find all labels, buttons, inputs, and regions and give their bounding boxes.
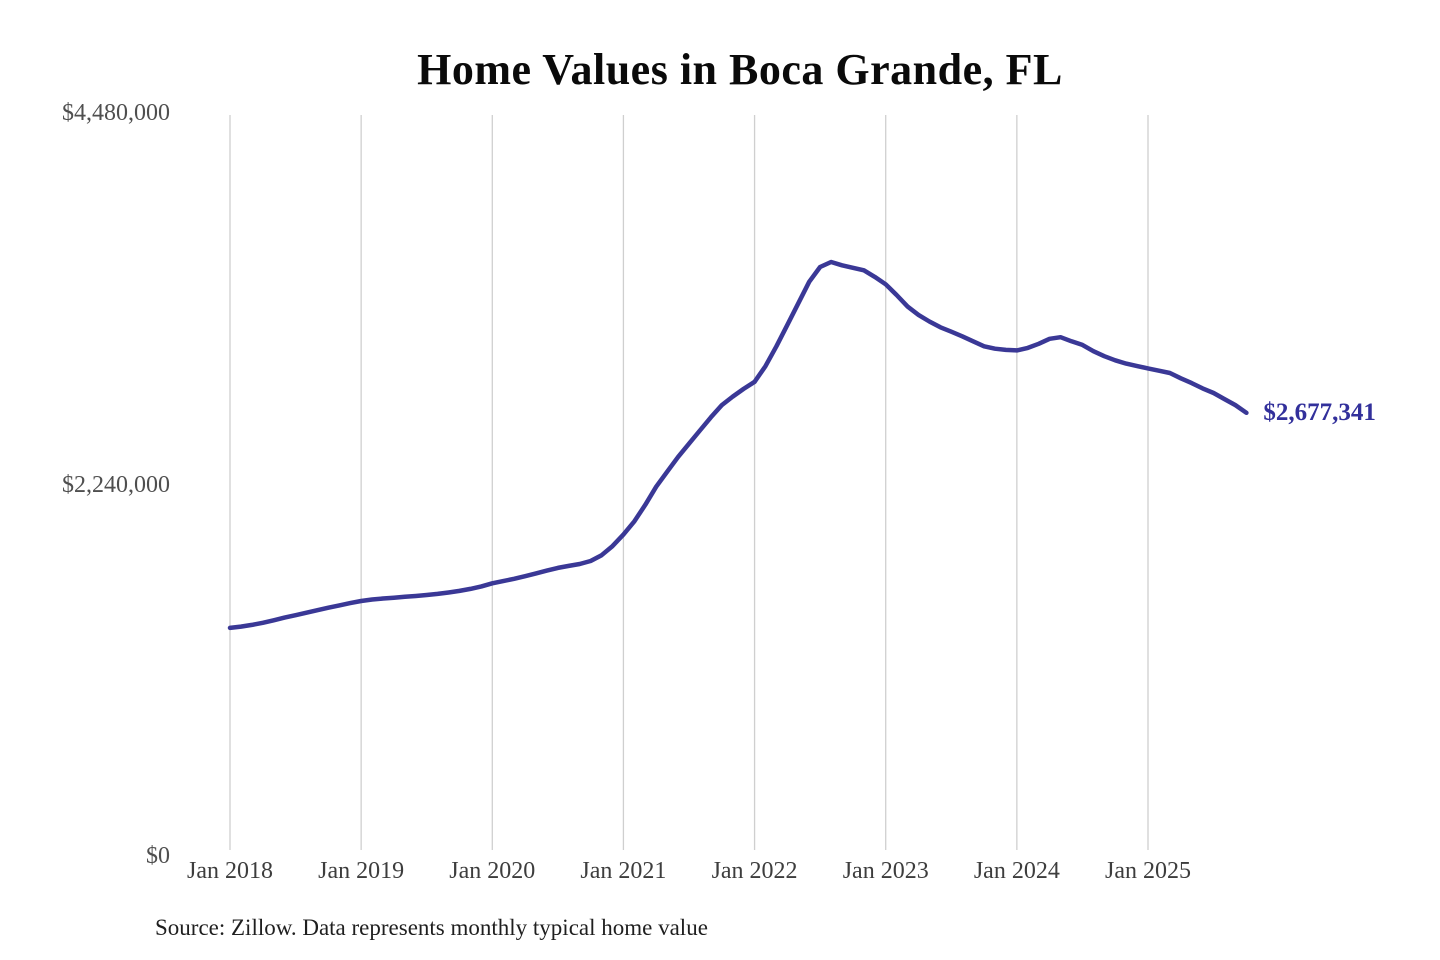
- x-axis-label-2020: Jan 2020: [449, 858, 536, 884]
- x-axis-label-2023: Jan 2023: [842, 858, 929, 884]
- x-axis-label-2024: Jan 2024: [973, 858, 1060, 884]
- chart-title: Home Values in Boca Grande, FL: [417, 45, 1063, 94]
- x-axis-label-2025: Jan 2025: [1105, 858, 1191, 884]
- home-value-line: [227, 259, 1249, 631]
- y-axis-label-middle: $2,240,000: [62, 472, 170, 498]
- source-note: Source: Zillow. Data represents monthly …: [155, 915, 708, 940]
- x-axis-label-2018: Jan 2018: [187, 858, 273, 884]
- x-axis-label-2019: Jan 2019: [318, 858, 405, 884]
- x-axis-label-2021: Jan 2021: [580, 858, 667, 884]
- current-value-label: $2,677,341: [1263, 398, 1376, 426]
- x-axis-label-2022: Jan 2022: [711, 858, 798, 884]
- y-axis-label-zero: $0: [146, 843, 170, 869]
- y-axis-label-top: $4,480,000: [62, 100, 170, 126]
